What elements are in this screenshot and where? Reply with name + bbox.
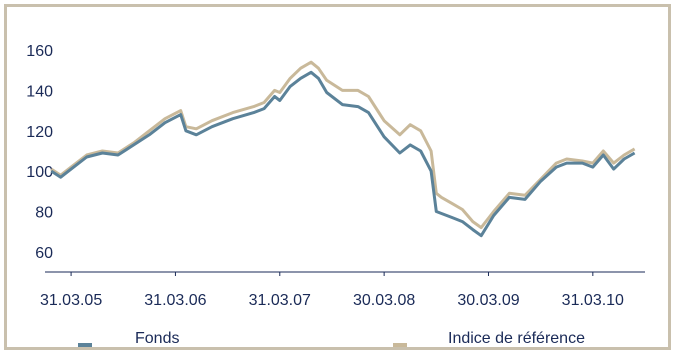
y-tick-labels: 60 80 100 120 140 160 xyxy=(26,43,53,262)
y-tick-label: 100 xyxy=(26,164,53,181)
chart-frame xyxy=(4,4,671,350)
series-lines xyxy=(50,60,636,238)
x-tick-labels: 31.03.05 31.03.06 31.03.07 30.03.08 30.03.09… xyxy=(40,272,624,309)
legend-swatch-indice xyxy=(393,343,407,347)
x-tick-label: 31.03.10 xyxy=(562,292,624,309)
series-line-fonds xyxy=(50,70,636,238)
x-tick-label: 30.03.08 xyxy=(353,292,415,309)
y-tick-label: 140 xyxy=(26,83,53,100)
series-line-indice xyxy=(50,60,636,230)
x-tick-label: 31.03.05 xyxy=(40,292,102,309)
y-tick-label: 160 xyxy=(26,43,53,60)
x-tick-label: 30.03.09 xyxy=(457,292,519,309)
legend-label-fonds: Fonds xyxy=(135,330,180,347)
x-tick-label: 31.03.07 xyxy=(249,292,311,309)
x-tick-label: 31.03.06 xyxy=(144,292,206,309)
y-tick-label: 80 xyxy=(35,204,53,221)
y-tick-label: 120 xyxy=(26,124,53,141)
legend-label-indice: Indice de référence xyxy=(448,330,585,347)
y-tick-label: 60 xyxy=(35,245,53,262)
legend-swatch-fonds xyxy=(78,343,92,347)
